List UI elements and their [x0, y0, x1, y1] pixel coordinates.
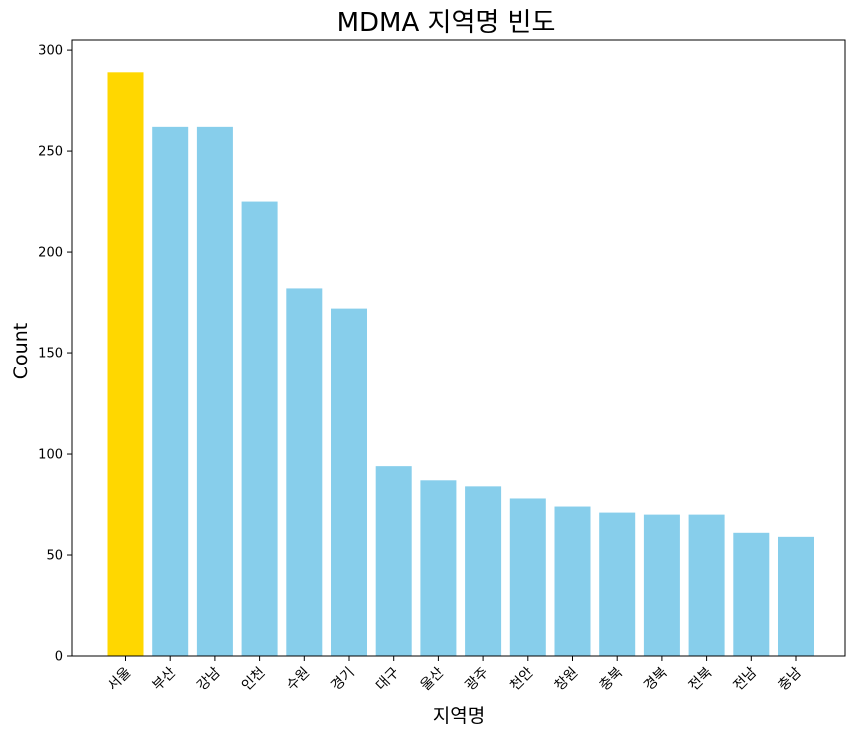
x-tick-label: 광주 [462, 664, 492, 694]
y-tick-label: 250 [38, 145, 63, 160]
x-tick-label: 수원 [284, 665, 314, 695]
y-tick-label: 0 [55, 650, 63, 665]
y-tick-label: 200 [38, 246, 63, 261]
x-tick-label: 경북 [641, 664, 671, 694]
x-tick-label: 전북 [686, 664, 716, 694]
y-tick-label: 100 [38, 448, 63, 463]
bar-전남 [733, 532, 770, 656]
y-tick-label: 50 [46, 549, 63, 564]
x-tick-label: 울산 [418, 664, 448, 694]
bar-충북 [599, 512, 636, 656]
x-axis-label: 지역명 [433, 705, 485, 727]
y-tick-label: 150 [38, 347, 63, 362]
x-tick-label: 대구 [373, 664, 403, 694]
bar-충남 [778, 536, 814, 656]
x-tick-label: 인천 [239, 665, 269, 695]
bar-인천 [241, 201, 278, 656]
bar-울산 [420, 480, 457, 656]
chart-title: MDMA 지역명 빈도 [337, 8, 556, 38]
y-axis-label: Count [10, 323, 32, 379]
bar-부산 [152, 126, 189, 657]
bar-전북 [688, 514, 725, 656]
bar-수원 [286, 288, 323, 656]
plot-area: 0 50 100 150 200 250 300 서울 부산 강남 인천 수원 경기 대구 울산 광주 천안 창원… [38, 39, 846, 695]
x-tick-label: 경기 [328, 665, 358, 695]
x-tick-label: 서울 [105, 664, 135, 694]
plot-frame [71, 39, 846, 657]
x-tick-label: 부산 [149, 664, 179, 694]
x-tick-label: 전남 [731, 664, 761, 694]
bar-광주 [465, 486, 502, 656]
bar-경기 [331, 308, 367, 656]
bar-강남 [196, 126, 233, 657]
x-tick-label: 충북 [596, 664, 626, 694]
bar-천안 [509, 498, 546, 656]
x-tick-label: 창원 [552, 665, 582, 695]
bar-서울 [107, 72, 144, 656]
x-tick-label: 강남 [194, 664, 224, 694]
y-tick-label: 300 [38, 44, 63, 59]
bar-창원 [554, 506, 591, 656]
x-tick-label: 충남 [775, 664, 805, 694]
x-tick-label: 천안 [507, 664, 537, 694]
bar-대구 [375, 466, 412, 656]
bar-경북 [643, 514, 680, 656]
